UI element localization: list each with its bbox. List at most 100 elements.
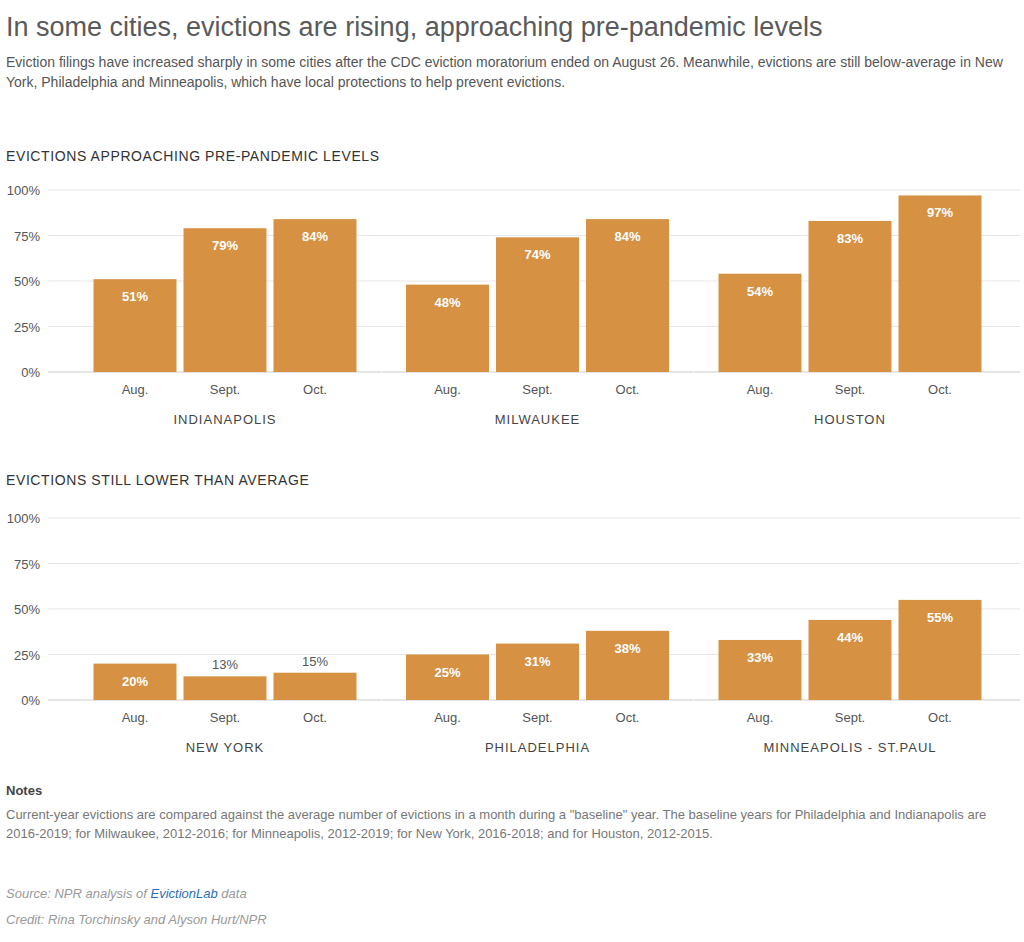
bar (719, 274, 802, 372)
grid-line (382, 190, 694, 191)
x-tick-label: Sept. (522, 710, 552, 725)
data-label: 33% (747, 650, 773, 665)
source-link: EvictionLab (151, 886, 218, 901)
x-tick-label: Oct. (616, 382, 640, 397)
bar (94, 664, 177, 700)
x-tick-label: Aug. (434, 382, 461, 397)
chart: 54% Aug. 83% Sept. 97% Oct. HOUSTON (694, 190, 1020, 427)
grid-line (48, 518, 381, 519)
bars (406, 631, 669, 700)
bar (496, 237, 579, 372)
bar (496, 644, 579, 700)
y-tick-label: 0% (21, 693, 40, 708)
x-tick-label: Aug. (122, 710, 149, 725)
data-label: 48% (434, 295, 460, 310)
data-label: 84% (614, 229, 640, 244)
grid-line (382, 563, 694, 564)
bar (586, 631, 669, 700)
grid-line (48, 609, 381, 610)
data-label: 74% (524, 247, 550, 262)
source-suffix: data (218, 886, 247, 901)
y-tick-label: 25% (14, 648, 40, 663)
charts: 0%25%50%75%100%51%Aug.79%Sept.84%Oct.IND… (0, 0, 1024, 942)
grid-line (48, 563, 381, 564)
grid-line (694, 563, 1020, 564)
data-label: 44% (837, 630, 863, 645)
notes-heading: Notes (6, 783, 42, 798)
data-label: 13% (212, 657, 238, 672)
data-label: 55% (927, 610, 953, 625)
data-label: 51% (122, 289, 148, 304)
x-tick-label: Aug. (122, 382, 149, 397)
bar (406, 285, 489, 372)
bar (94, 279, 177, 372)
chart: 0%25%50%75%100%51%Aug.79%Sept.84%Oct.IND… (7, 183, 381, 427)
bar (719, 640, 802, 700)
data-label: 97% (927, 205, 953, 220)
chart: 25%Aug.31%Sept.38%Oct.PHILADELPHIA (382, 518, 694, 755)
y-tick-label: 100% (7, 183, 41, 198)
x-tick-label: Sept. (210, 382, 240, 397)
chart-title: NEW YORK (186, 740, 265, 755)
bar (899, 600, 982, 700)
data-label: 15% (302, 654, 328, 669)
x-tick-label: Oct. (616, 710, 640, 725)
bars (719, 600, 982, 700)
data-label: 31% (524, 654, 550, 669)
chart: 0% 25% 50% 75% 100% 20% Aug. 13% Sept. 15% Oct. NEW… (7, 511, 381, 755)
grid-line (48, 190, 381, 191)
chart-title: PHILADELPHIA (485, 740, 590, 755)
bar (586, 219, 669, 372)
y-tick-label: 75% (14, 557, 40, 572)
x-tick-label: Aug. (434, 710, 461, 725)
x-tick-label: Sept. (835, 382, 865, 397)
chart-title: MINNEAPOLIS - ST.PAUL (763, 740, 936, 755)
bar (184, 228, 267, 372)
grid-line (694, 190, 1020, 191)
x-tick-label: Oct. (303, 710, 327, 725)
data-label: 84% (302, 229, 328, 244)
source-prefix: Source: NPR analysis of (6, 886, 151, 901)
chart-title: MILWAUKEE (495, 412, 581, 427)
section-heading: EVICTIONS STILL LOWER THAN AVERAGE (6, 472, 309, 488)
y-tick-label: 50% (14, 602, 40, 617)
x-tick-label: Sept. (835, 710, 865, 725)
bars (406, 219, 669, 372)
data-label: 20% (122, 674, 148, 689)
x-tick-label: Aug. (747, 382, 774, 397)
bar (274, 673, 357, 700)
section-heading: EVICTIONS APPROACHING PRE-PANDEMIC LEVEL… (6, 148, 380, 164)
x-tick-label: Aug. (747, 710, 774, 725)
notes-text: Current-year evictions are compared agai… (6, 805, 1018, 843)
x-tick-label: Oct. (928, 710, 952, 725)
y-tick-label: 50% (14, 274, 40, 289)
chart-title: INDIANAPOLIS (173, 412, 276, 427)
y-tick-label: 100% (7, 511, 41, 526)
bar (406, 655, 489, 701)
title: In some cities, evictions are rising, ap… (6, 12, 822, 43)
x-tick-label: Oct. (303, 382, 327, 397)
x-tick-label: Oct. (928, 382, 952, 397)
y-tick-label: 0% (21, 365, 40, 380)
grid-line (382, 609, 694, 610)
credit: Credit: Rina Torchinsky and Alyson Hurt/… (6, 912, 267, 927)
bar (809, 221, 892, 372)
chart: 48% Aug. 74% Sept. 84% Oct. MILWAUKEE (382, 190, 694, 427)
grid-line (382, 518, 694, 519)
bars (94, 219, 357, 372)
bar (274, 219, 357, 372)
data-label: 54% (747, 284, 773, 299)
y-tick-label: 75% (14, 229, 40, 244)
chart-title: HOUSTON (814, 412, 886, 427)
chart: 33% Aug. 44% Sept. 55% Oct. MINNEAPOLIS - ST.P… (694, 518, 1020, 755)
grid-line (694, 518, 1020, 519)
source: Source: NPR analysis of EvictionLab data (6, 886, 247, 901)
y-tick-label: 25% (14, 320, 40, 335)
data-label: 83% (837, 231, 863, 246)
bar (184, 676, 267, 700)
x-tick-label: Sept. (522, 382, 552, 397)
subtitle: Eviction filings have increased sharply … (6, 52, 1016, 92)
grid-line (48, 654, 381, 655)
data-label: 25% (434, 665, 460, 680)
x-tick-label: Sept. (210, 710, 240, 725)
